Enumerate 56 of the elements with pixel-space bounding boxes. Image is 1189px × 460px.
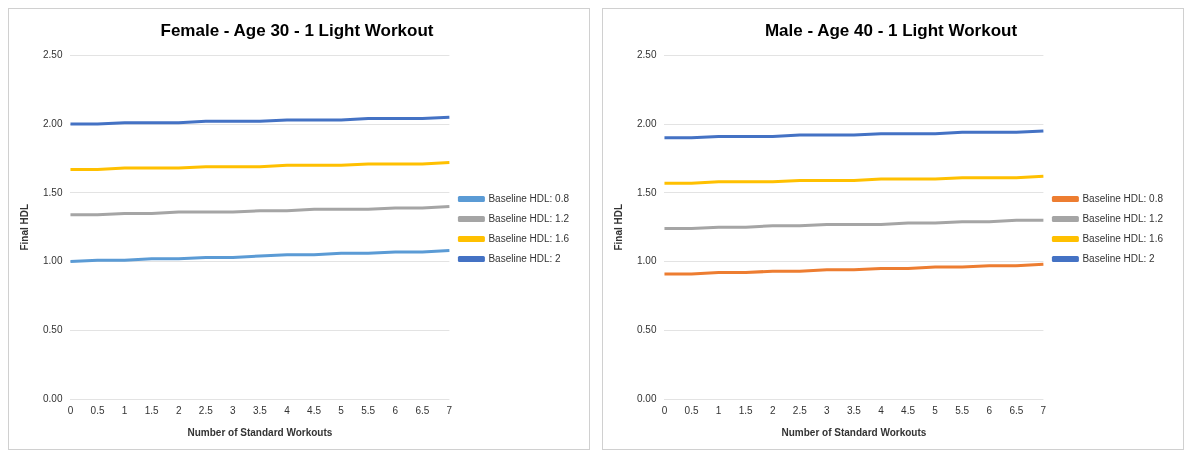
x-tick-label: 3 [824,404,831,416]
x-tick-label: 2 [769,404,776,416]
x-axis-title: Number of Standard Workouts [187,426,333,438]
x-tick-label: 0 [67,404,74,416]
x-tick-label: 1 [715,404,722,416]
y-tick-label: 2.50 [42,49,63,61]
x-tick-label: 7 [1040,404,1047,416]
y-tick-label: 1.50 [636,186,657,198]
x-tick-label: 3.5 [846,404,862,416]
x-tick-label: 1 [121,404,128,416]
y-tick-label: 2.50 [636,49,657,61]
x-tick-label: 2.5 [792,404,808,416]
legend-label: Baseline HDL: 2 [1082,252,1156,264]
x-tick-label: 5 [932,404,939,416]
x-tick-label: 3 [230,404,237,416]
legend-label: Baseline HDL: 0.8 [1082,192,1164,204]
x-tick-label: 0.5 [90,404,105,416]
legend-label: Baseline HDL: 2 [488,252,562,264]
x-tick-label: 6.5 [415,404,430,416]
x-tick-label: 2 [175,404,182,416]
y-tick-label: 0.00 [42,392,63,404]
y-tick-label: 1.00 [636,255,657,267]
legend-label: Baseline HDL: 0.8 [488,192,570,204]
y-tick-label: 0.00 [636,392,657,404]
x-tick-label: 5.5 [361,404,376,416]
legend-label: Baseline HDL: 1.2 [1082,212,1164,224]
x-tick-label: 4.5 [307,404,322,416]
x-tick-label: 7 [446,404,453,416]
x-tick-label: 6.5 [1009,404,1024,416]
y-tick-label: 2.00 [636,117,657,129]
legend-label: Baseline HDL: 1.6 [1082,232,1164,244]
x-tick-label: 2.5 [198,404,214,416]
chart-title: Female - Age 30 - 1 Light Workout [160,20,434,40]
y-tick-label: 2.00 [42,117,63,129]
x-tick-label: 4.5 [901,404,916,416]
x-tick-label: 6 [986,404,993,416]
x-tick-label: 4 [878,404,885,416]
x-tick-label: 0.5 [684,404,699,416]
legend-label: Baseline HDL: 1.2 [488,212,570,224]
x-tick-label: 3.5 [252,404,268,416]
legend-label: Baseline HDL: 1.6 [488,232,570,244]
x-tick-label: 5 [338,404,345,416]
x-tick-label: 4 [284,404,291,416]
x-axis-title: Number of Standard Workouts [781,426,927,438]
y-axis-title: Final HDL [612,203,624,251]
chart-title: Male - Age 40 - 1 Light Workout [764,20,1018,40]
x-tick-label: 1.5 [738,404,754,416]
x-tick-label: 1.5 [144,404,160,416]
x-tick-label: 6 [392,404,399,416]
y-axis-title: Final HDL [18,203,30,251]
x-tick-label: 0 [661,404,668,416]
y-tick-label: 0.50 [42,324,63,336]
y-tick-label: 1.00 [42,255,63,267]
y-tick-label: 1.50 [42,186,63,198]
y-tick-label: 0.50 [636,324,657,336]
x-tick-label: 5.5 [955,404,970,416]
